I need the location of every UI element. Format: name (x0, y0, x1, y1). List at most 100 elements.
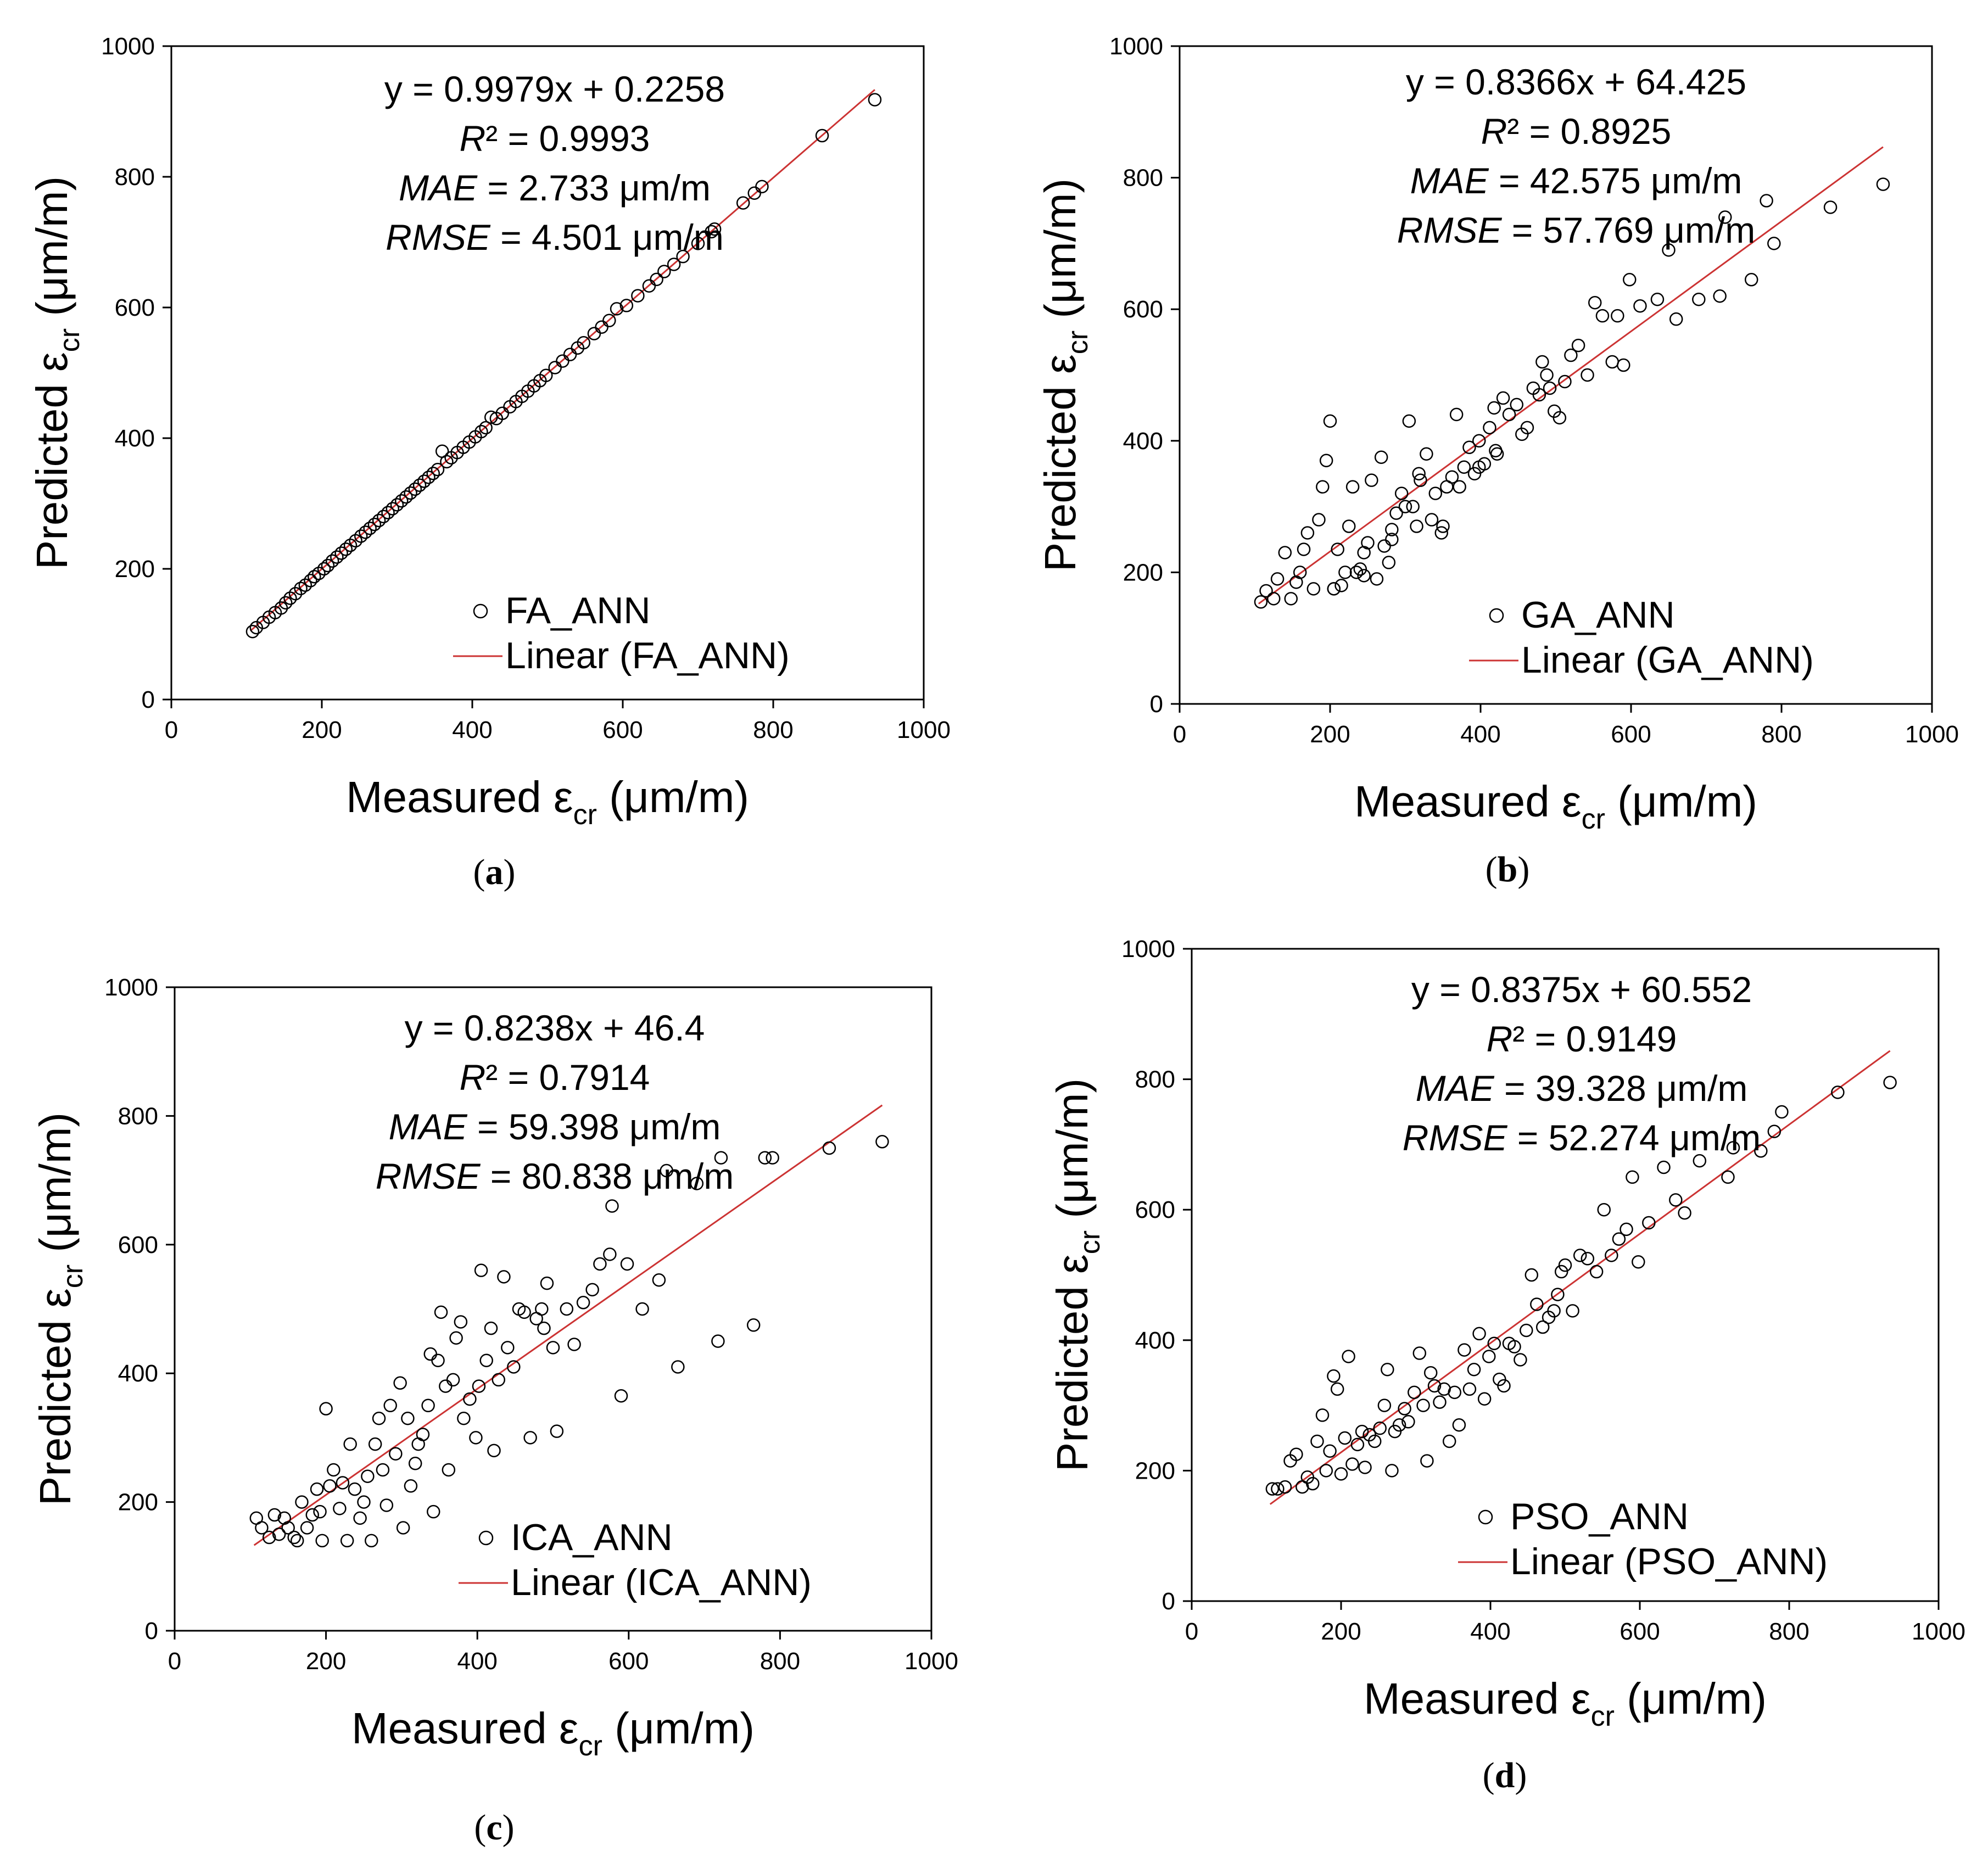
data-point (497, 1270, 511, 1284)
data-point (469, 1431, 483, 1445)
rmse-value: RMSE = 80.838 μm/m (376, 1156, 734, 1196)
y-tick-label: 0 (145, 1618, 158, 1644)
x-tick-label: 0 (1185, 1618, 1198, 1645)
data-point (334, 546, 348, 560)
data-point (1760, 194, 1773, 208)
data-point (310, 1482, 324, 1496)
legend-marker-icon (1478, 1509, 1493, 1525)
data-point (1595, 309, 1610, 323)
data-point (343, 1437, 357, 1451)
data-point (1331, 542, 1344, 556)
data-point (1551, 1288, 1565, 1301)
data-point (404, 1479, 418, 1493)
data-point (1573, 1249, 1587, 1262)
data-point (427, 1504, 440, 1519)
x-tick-label: 600 (602, 717, 643, 743)
data-point (1381, 1363, 1394, 1377)
data-point (1543, 381, 1557, 395)
data-point (619, 299, 634, 312)
data-point (660, 1163, 673, 1178)
regression-equation: y = 0.8238x + 46.4 (405, 1008, 705, 1048)
data-point (766, 1151, 779, 1165)
plot-frame (174, 986, 932, 1632)
data-point (1726, 1141, 1740, 1155)
data-point (487, 1444, 501, 1458)
data-point (550, 1424, 564, 1438)
chart-panel-d: 0 200 400 600 800 1000 0 200 400 600 800 1000 Measur… (1048, 936, 1965, 1795)
y-tick-label: 600 (115, 294, 155, 321)
data-point (423, 1347, 438, 1361)
x-tick-label: 400 (1460, 721, 1500, 748)
data-point (576, 1296, 590, 1310)
data-point (368, 1437, 382, 1451)
data-point (691, 237, 705, 250)
data-point (1358, 1461, 1372, 1474)
y-tick-label: 600 (1135, 1196, 1175, 1223)
data-point (1267, 592, 1281, 606)
data-point (340, 1534, 354, 1548)
data-point (1428, 486, 1443, 500)
data-point (1669, 312, 1683, 326)
legend-scatter-label: ICA_ANN (511, 1517, 673, 1558)
data-point (294, 581, 308, 595)
data-point (383, 1398, 397, 1413)
data-point (479, 1353, 493, 1368)
data-point (1487, 401, 1501, 415)
data-point (389, 1447, 403, 1461)
data-point (1392, 1418, 1406, 1432)
data-point (1611, 309, 1624, 323)
data-point (1445, 470, 1459, 484)
x-tick-label: 800 (760, 1648, 800, 1675)
data-point (363, 521, 377, 535)
data-point (1412, 467, 1426, 480)
data-point (546, 1341, 560, 1355)
y-tick-label: 200 (1123, 559, 1163, 586)
x-tick-label: 800 (1769, 1618, 1809, 1645)
data-point (1605, 355, 1619, 369)
legend-scatter-label: GA_ANN (1521, 594, 1675, 636)
data-point (1472, 460, 1486, 474)
data-point (1334, 579, 1348, 592)
data-point (1623, 273, 1637, 287)
data-point (263, 1530, 276, 1545)
legend-marker-icon (478, 1530, 494, 1546)
y-tick-label: 600 (118, 1232, 158, 1258)
data-point (501, 1341, 515, 1355)
data-point (412, 478, 427, 492)
data-point (1472, 434, 1486, 448)
x-tick-label: 400 (452, 717, 492, 743)
data-point (736, 196, 750, 210)
data-point (249, 620, 264, 635)
y-tick-label: 0 (1150, 691, 1163, 718)
data-point (560, 1302, 574, 1316)
regression-equation: y = 0.9979x + 0.2258 (384, 69, 725, 109)
data-point (1361, 536, 1375, 550)
data-point (1284, 592, 1298, 606)
data-point (1312, 513, 1326, 527)
data-point (446, 1373, 460, 1387)
data-point (300, 1521, 314, 1535)
data-point (333, 1502, 347, 1515)
data-point (439, 1379, 453, 1393)
data-point (321, 558, 335, 573)
y-tick-label: 1000 (1109, 33, 1163, 60)
data-point (1342, 1350, 1355, 1363)
data-point (1532, 388, 1546, 402)
data-point (421, 1398, 435, 1413)
data-point (1744, 273, 1758, 287)
data-point (1448, 1385, 1461, 1400)
data-point (657, 265, 671, 278)
data-point (287, 1530, 301, 1545)
x-tick-label: 1000 (897, 717, 951, 743)
data-point (1401, 1415, 1415, 1429)
y-tick-label: 800 (1135, 1066, 1175, 1093)
data-point (1338, 1431, 1352, 1445)
data-point (1434, 526, 1449, 540)
legend-line-label: Linear (FA_ANN) (505, 635, 790, 676)
r-squared: R² = 0.9149 (1487, 1019, 1677, 1059)
data-point (1327, 582, 1341, 596)
data-point (376, 1463, 390, 1477)
data-point (1754, 1144, 1768, 1158)
data-point (631, 289, 645, 303)
data-point (1416, 1398, 1430, 1412)
